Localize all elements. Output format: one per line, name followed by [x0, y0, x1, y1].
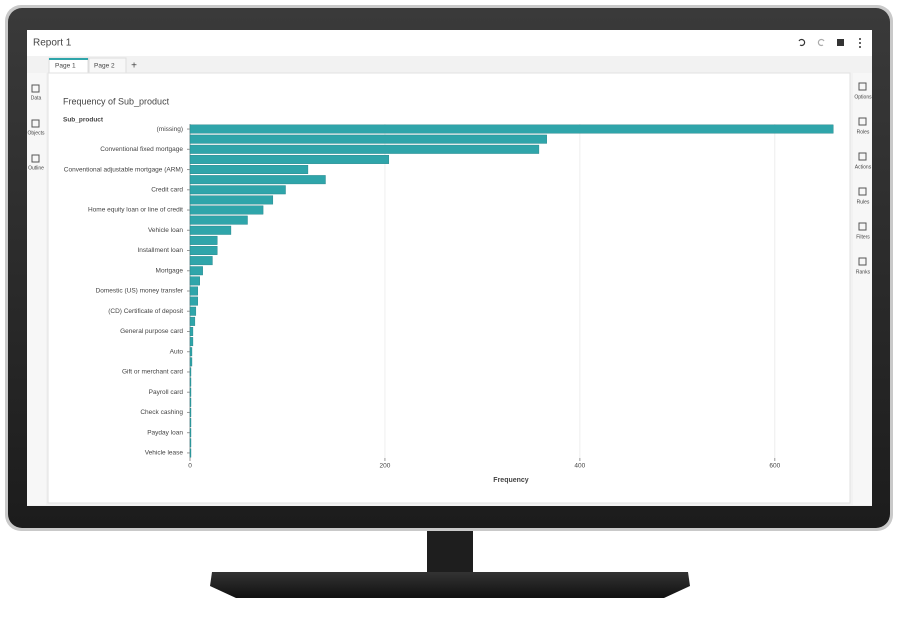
tab-indicator — [49, 58, 88, 60]
bar — [189, 296, 198, 306]
chart-title: Frequency of Sub_product — [63, 96, 170, 106]
y-tick-label: (CD) Certificate of deposit — [108, 308, 183, 315]
panel-label[interactable]: Filters — [856, 234, 870, 240]
save-icon[interactable] — [837, 39, 844, 46]
y-tick-label: Gift or merchant card — [122, 369, 183, 376]
panel-icon[interactable] — [858, 187, 867, 196]
panel-icon[interactable] — [31, 84, 40, 93]
y-tick-label: Payroll card — [149, 389, 184, 396]
bar — [189, 408, 192, 417]
tab[interactable]: Page 2 — [94, 63, 115, 70]
monitor-neck — [427, 526, 473, 578]
y-tick-label: Payday loan — [147, 429, 183, 436]
toolbar — [798, 38, 861, 48]
bar — [189, 367, 192, 377]
report-canvas — [47, 72, 851, 504]
bar — [189, 235, 218, 245]
panel-icon[interactable] — [858, 82, 867, 91]
bar — [189, 448, 192, 458]
panel-icon[interactable] — [858, 222, 867, 231]
bar — [189, 225, 232, 235]
bar — [189, 438, 192, 448]
panel-label[interactable]: Roles — [857, 129, 870, 135]
bar — [189, 418, 192, 428]
app-header — [27, 30, 872, 56]
redo-icon[interactable] — [817, 38, 825, 47]
bar — [189, 144, 540, 154]
monitor-base — [210, 572, 690, 598]
menu-icon[interactable] — [859, 38, 861, 48]
x-axis-title: Frequency — [493, 477, 529, 484]
panel-label[interactable]: Options — [854, 94, 872, 100]
y-tick-label: Mortgage — [156, 267, 184, 274]
bar — [189, 195, 274, 205]
bar — [189, 387, 192, 397]
bar — [189, 428, 192, 438]
bar — [189, 246, 218, 255]
bar — [189, 154, 390, 164]
y-tick-label: Conventional fixed mortgage — [100, 146, 183, 153]
bar — [189, 185, 286, 195]
y-tick-label: Check cashing — [140, 409, 183, 416]
x-tick-label: 400 — [574, 463, 585, 470]
chart: 0 200 400 600 (missing) Conventional fixed mo… — [64, 124, 834, 470]
tab[interactable]: Page 1 — [55, 63, 76, 70]
y-tick-label: Domestic (US) money transfer — [96, 288, 184, 295]
y-tick-label: Vehicle lease — [145, 450, 184, 457]
x-tick-label: 600 — [769, 463, 780, 470]
y-tick-label: (missing) — [157, 126, 183, 133]
panel-label[interactable]: Objects — [28, 130, 45, 136]
bar — [189, 286, 198, 296]
bar — [189, 327, 194, 336]
panel-icon[interactable] — [858, 117, 867, 126]
right-panel-icons: Options Roles Actions Rules Filters Ranks — [854, 82, 872, 275]
tab-bar — [27, 56, 872, 73]
undo-icon[interactable] — [798, 38, 806, 47]
x-tick-label: 0 — [188, 463, 192, 470]
bar — [189, 347, 193, 357]
bar — [189, 215, 248, 225]
bar — [189, 357, 193, 367]
panel-icon[interactable] — [858, 257, 867, 266]
y-tick-label: Credit card — [151, 187, 183, 194]
app-title: Report 1 — [33, 38, 72, 49]
x-tick-label: 200 — [379, 463, 390, 470]
y-axis-title: Sub_product — [63, 117, 104, 124]
left-sidebar — [27, 73, 46, 505]
y-tick-label: Auto — [170, 348, 184, 355]
y-tick-label: General purpose card — [120, 328, 183, 335]
add-tab[interactable]: + — [131, 61, 137, 72]
bar — [189, 134, 547, 144]
panel-label[interactable]: Data — [31, 95, 42, 101]
y-tick-label: Installment loan — [137, 247, 183, 254]
bar — [189, 175, 326, 185]
panel-label[interactable]: Actions — [855, 164, 872, 170]
bar — [189, 266, 203, 276]
panel-icon[interactable] — [31, 154, 40, 163]
y-tick-label: Conventional adjustable mortgage (ARM) — [64, 166, 183, 173]
bar — [189, 316, 196, 326]
bar — [189, 205, 264, 215]
panel-icon[interactable] — [31, 119, 40, 128]
bar — [189, 377, 192, 387]
bar — [189, 256, 213, 266]
y-tick-label: Home equity loan or line of credit — [88, 207, 183, 214]
bar — [189, 337, 194, 347]
bar — [189, 276, 200, 286]
right-sidebar — [853, 73, 872, 505]
y-tick-label: Vehicle loan — [148, 227, 183, 234]
bar — [189, 165, 309, 174]
bar — [189, 397, 192, 407]
panel-label[interactable]: Rules — [857, 199, 870, 205]
panel-icon[interactable] — [858, 152, 867, 161]
bar — [189, 124, 834, 134]
panel-label[interactable]: Ranks — [856, 269, 871, 275]
bar — [189, 306, 197, 316]
panel-label[interactable]: Outline — [28, 165, 44, 171]
left-panel-icons: Data Objects Outline — [28, 84, 45, 171]
